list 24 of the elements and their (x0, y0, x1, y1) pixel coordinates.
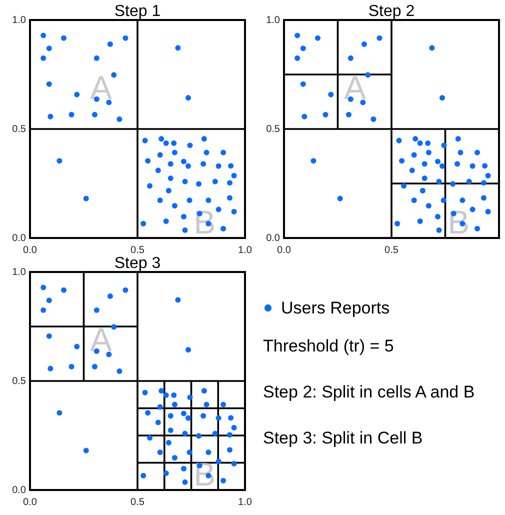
y-tick-label: 0.0 (12, 233, 26, 244)
y-tick-label: 0.0 (12, 485, 26, 496)
x-tick-label: 0.0 (23, 245, 38, 256)
text: Threshold (tr) = 5 (263, 336, 394, 356)
x-tick-label: 0.5 (130, 245, 145, 256)
y-tick-label: 0.5 (12, 124, 26, 136)
x-tick-label: 0.0 (23, 497, 38, 508)
y-tick-label: 1.0 (266, 15, 280, 26)
chart-title: Step 3 (114, 255, 161, 272)
x-tick-label: 1.0 (238, 245, 252, 256)
text: Step 3: Split in Cell B (263, 428, 423, 448)
y-tick-label: 0.5 (12, 376, 26, 388)
y-tick-label: 0.5 (266, 124, 280, 136)
text: Step 2: Split in cells A and B (263, 382, 475, 402)
chart-title: Step 2 (368, 3, 415, 20)
y-tick-label: 1.0 (12, 267, 26, 278)
y-tick-label: 0.0 (266, 233, 280, 244)
x-tick-label: 1.0 (238, 497, 252, 508)
legend-label: Users Reports (281, 298, 390, 318)
y-tick-label: 1.0 (12, 15, 26, 26)
x-tick-label: 0.5 (384, 245, 399, 256)
chart-title: Step 1 (114, 3, 161, 20)
x-tick-label: 0.0 (277, 245, 292, 256)
x-tick-label: 0.5 (130, 497, 145, 508)
